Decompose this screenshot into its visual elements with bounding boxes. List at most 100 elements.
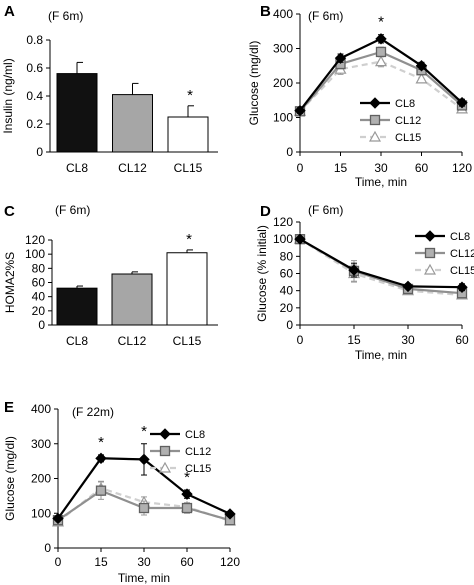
- y-tick-label: 300: [273, 42, 293, 56]
- legend-label: CL12: [450, 248, 474, 260]
- panel-letter: D: [260, 203, 271, 220]
- legend-label: CL8: [185, 429, 205, 441]
- legend: CL8 CL12 CL15: [415, 230, 474, 277]
- x-tick-label: 30: [137, 555, 151, 569]
- data-point-cl8: [294, 104, 306, 117]
- panel-letter: C: [4, 203, 15, 220]
- panel-subtitle: (F 6m): [308, 9, 343, 23]
- series-cl8: [294, 33, 468, 117]
- panel-letter: E: [4, 399, 14, 416]
- y-tick-label: 400: [273, 7, 293, 21]
- x-tick-label: 0: [55, 555, 62, 569]
- x-axis-label: Time, min: [355, 348, 407, 362]
- y-tick-label: 100: [273, 111, 293, 125]
- x-axis-label: Time, min: [355, 175, 407, 189]
- series-cl15: [293, 232, 469, 300]
- x-tick-label: 0: [297, 161, 304, 175]
- y-axis-label: Insulin (ng/ml): [1, 58, 15, 133]
- y-tick-label: 0: [38, 318, 45, 332]
- panel-subtitle: (F 6m): [308, 203, 343, 217]
- data-point-cl12: [95, 485, 107, 496]
- y-tick-label: 120: [25, 233, 45, 247]
- data-point-cl8: [415, 60, 428, 72]
- y-axis-label: HOMA2%S: [3, 252, 17, 313]
- panel-subtitle: (F 6m): [55, 203, 90, 217]
- legend-label: CL12: [395, 115, 421, 127]
- x-tick-label: 15: [334, 161, 348, 175]
- series-line: [299, 60, 463, 113]
- y-axis-label: Glucose (mg/dl): [3, 436, 17, 521]
- x-axis-label: Time, min: [118, 571, 170, 585]
- panel-d: D (F 6m) 0 20 40 60 80 100 120 Glucose (% initial…: [255, 203, 474, 362]
- legend-marker-cl12: [159, 445, 171, 457]
- y-tick-label: 20: [280, 301, 294, 315]
- y-tick-label: 100: [25, 247, 45, 261]
- bar-cl15: [167, 116, 209, 153]
- x-tick-label: 30: [401, 333, 415, 347]
- x-tick-label: CL15: [173, 334, 202, 348]
- series-line: [299, 238, 463, 295]
- x-tick-label: 120: [220, 555, 240, 569]
- y-tick-label: 0: [286, 145, 293, 159]
- panel-subtitle: (F 6m): [48, 9, 83, 23]
- panel-subtitle: (F 22m): [72, 405, 114, 419]
- x-tick-label: 60: [455, 333, 469, 347]
- legend-label: CL8: [395, 98, 415, 110]
- significance-star: *: [378, 14, 384, 31]
- y-tick-label: 200: [273, 76, 293, 90]
- bar-cl8: [56, 73, 98, 153]
- data-point-cl8: [181, 488, 193, 500]
- y-axis-label: Glucose (mg/dl): [247, 41, 261, 126]
- series-line: [299, 238, 463, 289]
- significance-star: *: [141, 423, 147, 440]
- data-point-cl8: [456, 96, 468, 109]
- y-tick-label: 20: [32, 304, 46, 318]
- y-tick-label: 300: [31, 437, 51, 451]
- bar-cl15: [166, 252, 208, 326]
- data-point-cl8: [294, 233, 306, 245]
- y-tick-label: 60: [280, 267, 294, 281]
- data-point-cl8: [52, 512, 64, 525]
- data-point-cl8: [95, 452, 107, 465]
- legend: CL8 CL12 CL15: [150, 428, 211, 475]
- significance-star: *: [184, 469, 190, 486]
- legend-label: CL15: [450, 265, 474, 277]
- data-point-cl15: [415, 72, 428, 84]
- y-tick-label: 40: [32, 290, 46, 304]
- y-tick-label: 0: [44, 541, 51, 555]
- data-point-cl15: [374, 55, 388, 67]
- y-tick-label: 0: [286, 318, 293, 332]
- x-tick-label: CL15: [174, 161, 203, 175]
- x-tick-label: CL8: [66, 161, 88, 175]
- legend-marker-cl15: [368, 130, 382, 142]
- x-tick-label: 15: [94, 555, 108, 569]
- y-tick-label: 0.8: [26, 33, 43, 47]
- legend-label: CL15: [185, 463, 211, 475]
- legend-marker-cl8: [159, 428, 171, 440]
- x-tick-label: CL12: [118, 334, 147, 348]
- legend-marker-cl12: [424, 247, 436, 259]
- x-tick-label: 60: [180, 555, 194, 569]
- legend-label: CL12: [185, 446, 211, 458]
- data-point-cl12: [181, 502, 193, 514]
- series-line: [299, 238, 463, 297]
- legend-marker-cl15: [158, 461, 172, 473]
- significance-star: *: [98, 434, 104, 451]
- x-tick-label: CL8: [66, 334, 88, 348]
- x-tick-label: 15: [347, 333, 361, 347]
- y-tick-label: 200: [31, 472, 51, 486]
- data-point-cl12: [375, 46, 387, 58]
- bar-cl12: [111, 273, 153, 326]
- data-point-cl8: [334, 52, 347, 64]
- y-tick-label: 60: [32, 276, 46, 290]
- bar-cl12: [112, 94, 153, 153]
- legend-label: CL15: [395, 132, 421, 144]
- y-tick-label: 0.4: [26, 89, 43, 103]
- legend-marker-cl8: [369, 97, 381, 109]
- panel-b: B (F 6m) 0 100 200 300 400 Glucose (mg/dl) 0 15 30…: [247, 3, 472, 189]
- data-point-cl8: [138, 453, 150, 466]
- legend-label: CL8: [450, 231, 470, 243]
- series-cl8: [52, 443, 236, 525]
- panel-letter: B: [260, 3, 271, 20]
- panel-a: A (F 6m) 0 0.2 0.4 0.6 0.8 Insulin (ng/ml) CL8 CL…: [1, 3, 218, 175]
